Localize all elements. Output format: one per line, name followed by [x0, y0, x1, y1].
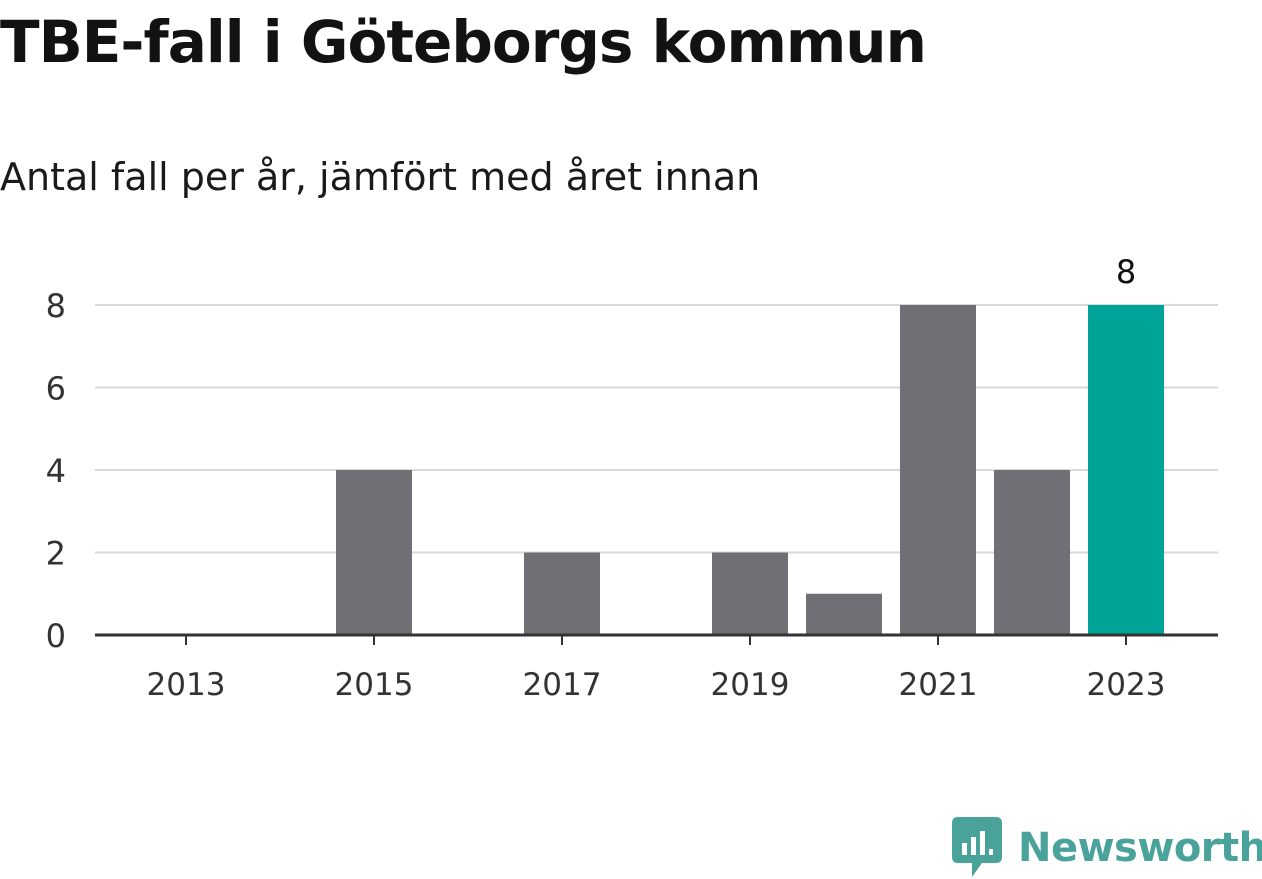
- newsworthy-logo-icon: [952, 817, 1002, 877]
- x-tick-label: 2015: [335, 667, 414, 703]
- x-axis-labels: 2013 2015 2017 2019 2021 2023: [147, 667, 1166, 703]
- y-tick-label: 6: [46, 370, 66, 408]
- bar-2017: [524, 552, 600, 635]
- y-tick-label: 8: [46, 287, 66, 325]
- bars: [336, 305, 1164, 635]
- bar-2015: [336, 470, 412, 635]
- y-tick-label: 0: [46, 617, 66, 655]
- brand-name: Newsworthy: [1018, 825, 1262, 871]
- x-axis: [95, 633, 1218, 645]
- chart-title: TBE-fall i Göteborgs kommun: [0, 8, 927, 76]
- y-axis-labels: 0 2 4 6 8: [46, 287, 66, 655]
- bar-2022: [994, 470, 1070, 635]
- bar-2019: [712, 552, 788, 635]
- data-label-2023: 8: [1116, 253, 1136, 291]
- chart-subtitle: Antal fall per år, jämfört med året inna…: [0, 155, 761, 199]
- x-tick-label: 2021: [899, 667, 978, 703]
- x-tick-label: 2019: [711, 667, 790, 703]
- bar-2021: [900, 305, 976, 635]
- x-tick-label: 2013: [147, 667, 226, 703]
- bar-chart: 0 2 4 6 8 2013 2015 2017 2019 2021 2023 8: [46, 253, 1218, 703]
- y-tick-label: 4: [46, 452, 66, 490]
- data-labels: 8: [1116, 253, 1136, 291]
- bar-2020: [806, 593, 882, 635]
- brand-logo: Newsworthy: [952, 817, 1262, 878]
- x-tick-label: 2017: [523, 667, 602, 703]
- x-tick-label: 2023: [1087, 667, 1166, 703]
- bar-2023: [1088, 305, 1164, 635]
- y-tick-label: 2: [46, 535, 66, 573]
